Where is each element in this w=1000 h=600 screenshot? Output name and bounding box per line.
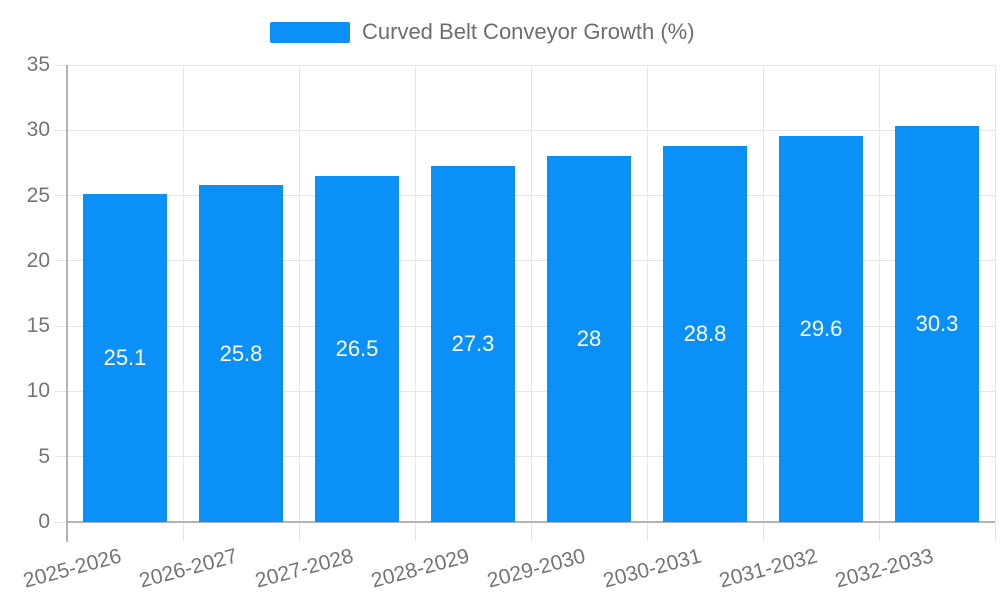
y-axis-tick-label: 25 bbox=[26, 183, 50, 207]
x-gridline bbox=[530, 65, 532, 542]
x-gridline bbox=[646, 65, 648, 542]
bar-value-label: 29.6 bbox=[799, 315, 843, 341]
bar-value-label: 27.3 bbox=[451, 330, 495, 356]
bar-value-label: 25.8 bbox=[219, 340, 263, 366]
y-axis-tick-label: 15 bbox=[26, 314, 50, 338]
y-gridline bbox=[55, 129, 995, 131]
x-axis-line bbox=[66, 521, 995, 523]
x-gridline bbox=[298, 65, 300, 542]
bar-value-label: 28 bbox=[576, 326, 602, 352]
x-gridline bbox=[414, 65, 416, 542]
y-gridline bbox=[55, 64, 995, 66]
bar-value-label: 30.3 bbox=[915, 311, 959, 337]
y-axis-tick-label: 5 bbox=[38, 444, 50, 468]
bar[interactable]: 25.8 bbox=[199, 185, 283, 522]
y-gridline bbox=[55, 390, 995, 392]
bar[interactable]: 26.5 bbox=[315, 175, 399, 522]
x-gridline bbox=[182, 65, 184, 542]
x-gridline bbox=[878, 65, 880, 542]
legend-label: Curved Belt Conveyor Growth (%) bbox=[362, 19, 695, 44]
y-tick bbox=[55, 521, 67, 523]
y-axis-line bbox=[66, 65, 68, 542]
bar-value-label: 26.5 bbox=[335, 335, 379, 361]
y-axis-tick-label: 20 bbox=[26, 248, 50, 272]
bar[interactable]: 30.3 bbox=[895, 126, 979, 522]
bar-value-label: 28.8 bbox=[683, 320, 727, 346]
y-gridline bbox=[55, 325, 995, 327]
y-axis-tick-label: 35 bbox=[26, 53, 50, 76]
bar[interactable]: 25.1 bbox=[83, 194, 167, 522]
bar[interactable]: 28.8 bbox=[663, 145, 747, 522]
y-axis-tick-label: 30 bbox=[26, 118, 50, 142]
x-gridline bbox=[762, 65, 764, 542]
y-axis-tick-label: 10 bbox=[26, 379, 50, 403]
y-axis-tick-label: 0 bbox=[38, 510, 50, 533]
bar-value-label: 25.1 bbox=[103, 345, 147, 371]
x-gridline bbox=[994, 65, 996, 542]
bar[interactable]: 27.3 bbox=[431, 165, 515, 522]
bar[interactable]: 29.6 bbox=[779, 135, 863, 522]
legend[interactable]: Curved Belt Conveyor Growth (%) bbox=[270, 21, 695, 43]
legend-swatch bbox=[270, 21, 350, 43]
bar[interactable]: 28 bbox=[547, 156, 631, 522]
y-gridline bbox=[55, 260, 995, 262]
x-axis-label-text: 2032-2033 bbox=[832, 544, 936, 593]
y-gridline bbox=[55, 456, 995, 458]
y-gridline bbox=[55, 195, 995, 197]
